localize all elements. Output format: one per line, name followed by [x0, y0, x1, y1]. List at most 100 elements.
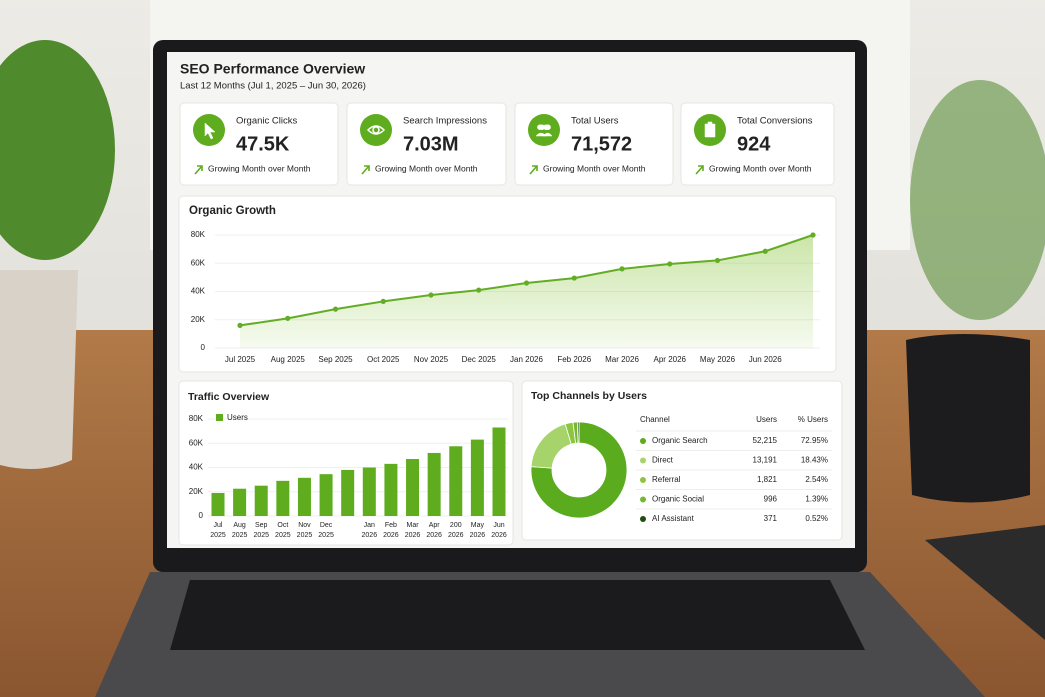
x-tick-label: Nov 2025 [414, 355, 449, 364]
line-point [571, 275, 577, 281]
table-cell: 371 [764, 514, 778, 523]
x-tick-label: Jul 2025 [210, 522, 226, 539]
y-tick-label: 80K [191, 230, 206, 239]
kpi-icon [204, 122, 216, 140]
trend-arrow [529, 165, 538, 175]
table-cell: 1,821 [757, 475, 778, 484]
table-cell: Referral [652, 475, 681, 484]
legend-label: Users [227, 413, 248, 422]
y-tick-label: 40K [191, 287, 206, 296]
plant-right [910, 80, 1045, 320]
bar [384, 463, 398, 516]
table-header: % Users [798, 415, 828, 424]
x-tick-label: 200 2026 [448, 522, 464, 539]
x-tick-label: Oct 2025 [275, 522, 291, 539]
x-tick-label: Jun 2026 [491, 522, 507, 539]
y-tick-label: 60K [191, 258, 206, 267]
bar [427, 452, 441, 516]
kpi-value: 71,572 [571, 133, 632, 155]
table-cell: 996 [764, 495, 778, 504]
x-tick-label: Aug 2025 [232, 522, 248, 539]
x-tick-label: Dec 2025 [318, 522, 334, 539]
x-tick-label: Feb 2026 [557, 355, 591, 364]
y-tick-label: 80K [189, 414, 204, 423]
line-point [762, 248, 768, 254]
x-tick-label: Dec 2025 [462, 355, 497, 364]
x-tick-label: Apr 2026 [426, 522, 442, 539]
x-tick-label: Jul 2025 [225, 355, 256, 364]
y-tick-label: 20K [189, 487, 204, 496]
x-tick-label: Jun 2026 [749, 355, 782, 364]
bar [319, 474, 333, 516]
dashboard-subtitle: Last 12 Months (Jul 1, 2025 – Jun 30, 20… [180, 81, 366, 92]
table-cell: 18.43% [801, 456, 828, 465]
x-tick-label: Jan 2026 [510, 355, 543, 364]
table-header: Users [756, 415, 777, 424]
kpi-trend: Growing Month over Month [709, 163, 812, 173]
bar-card [178, 380, 514, 546]
kpi-trend: Growing Month over Month [543, 163, 646, 173]
line-point [667, 261, 673, 267]
table-cell: 1.39% [805, 495, 828, 504]
line-point [619, 266, 625, 272]
table-header: Channel [640, 415, 670, 424]
line-point [380, 298, 386, 304]
x-tick-label: Apr 2026 [654, 355, 687, 364]
line-area [240, 235, 813, 348]
kpi-icon [704, 121, 716, 138]
table-cell: 2.54% [805, 475, 828, 484]
line-point [476, 287, 482, 293]
kpi-icon-bg [528, 114, 560, 146]
trend-arrow [695, 165, 704, 175]
bar [341, 469, 355, 516]
chart-title: Top Channels by Users [531, 390, 647, 402]
kpi-icon [535, 124, 553, 137]
y-tick-label: 20K [191, 315, 206, 324]
x-tick-label: Sep 2025 [253, 522, 269, 539]
legend-swatch [216, 414, 223, 421]
trend-arrow [361, 165, 370, 175]
x-tick-label: Aug 2025 [271, 355, 306, 364]
line-point [428, 292, 434, 298]
channel-dot [640, 496, 646, 503]
dashboard-title: SEO Performance Overview [180, 61, 365, 77]
chart-title: Traffic Overview [188, 391, 270, 403]
kpi-label: Search Impressions [403, 116, 487, 127]
bar [362, 467, 376, 516]
x-tick-label: Feb 2026 [383, 522, 399, 539]
kpi-label: Total Users [571, 116, 619, 127]
y-tick-label: 60K [189, 438, 204, 447]
line-point [237, 322, 243, 328]
kpi-trend: Growing Month over Month [375, 163, 478, 173]
notebook [925, 525, 1045, 640]
channel-dot [640, 516, 646, 522]
kpi-trend: Growing Month over Month [208, 163, 311, 173]
donut-slice [530, 421, 628, 519]
x-tick-label: Jan 2026 [362, 522, 378, 539]
y-tick-label: 0 [201, 343, 206, 352]
trend-arrow [194, 165, 203, 175]
x-tick-label: Oct 2025 [367, 355, 400, 364]
bar [470, 439, 484, 516]
x-tick-label: Sep 2025 [318, 355, 353, 364]
x-tick-label: Mar 2026 [605, 355, 639, 364]
mug [906, 334, 1030, 503]
line-point [285, 315, 291, 321]
x-tick-label: Mar 2026 [405, 522, 421, 539]
line-point [523, 280, 530, 286]
donut-slice [576, 421, 580, 444]
chart-title: Organic Growth [189, 205, 276, 217]
channel-dot [640, 438, 646, 444]
x-tick-label: Nov 2025 [297, 522, 313, 539]
line-point [810, 232, 816, 238]
kpi-value: 47.5K [236, 133, 290, 155]
y-tick-label: 0 [199, 511, 204, 520]
channel-dot [640, 457, 646, 464]
table-cell: 72.95% [801, 436, 828, 445]
x-tick-label: May 2026 [700, 355, 736, 364]
plant [0, 40, 115, 260]
table-cell: Organic Search [652, 436, 708, 445]
bar [492, 427, 506, 516]
